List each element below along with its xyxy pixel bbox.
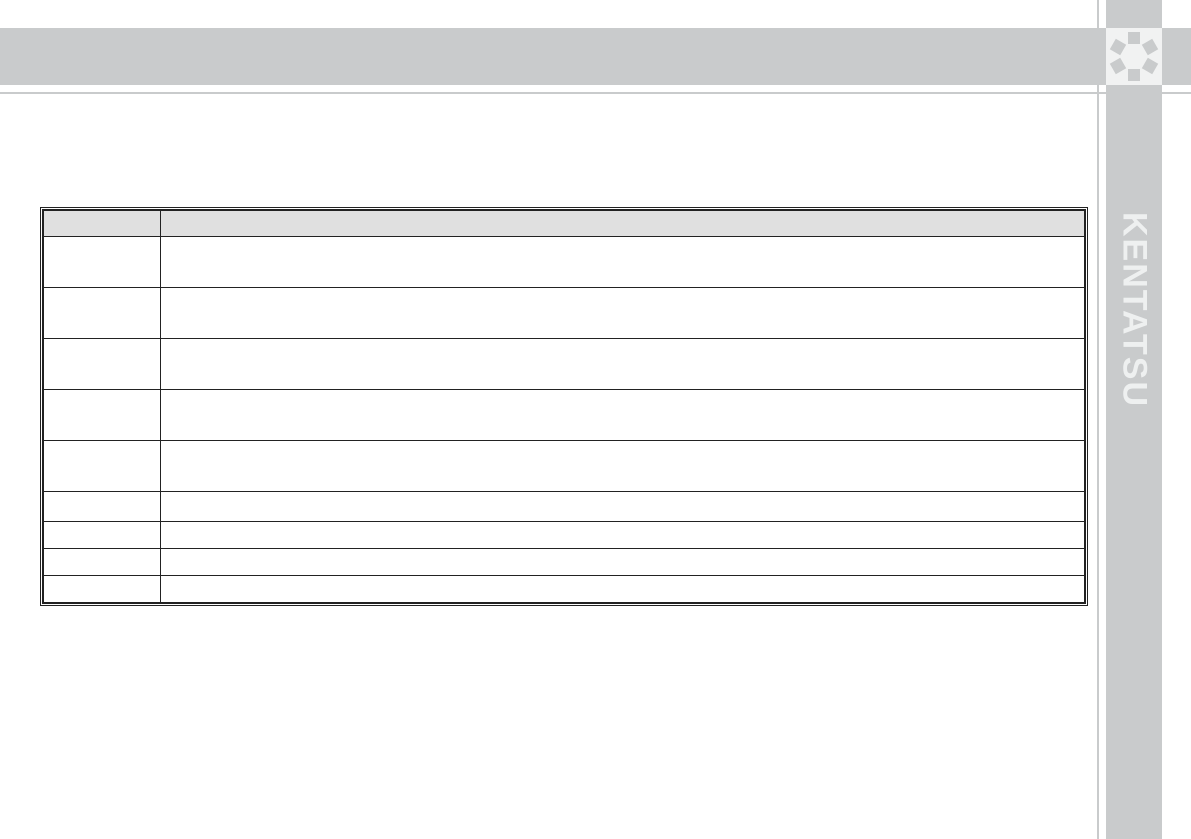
table-cell bbox=[43, 287, 161, 339]
table-cell bbox=[160, 338, 1085, 390]
table-row bbox=[43, 521, 1085, 549]
table-cell bbox=[43, 491, 161, 522]
table-cell bbox=[160, 575, 1085, 603]
kentatsu-flower-logo-icon bbox=[1109, 32, 1159, 81]
table-row bbox=[43, 491, 1085, 522]
table-cell bbox=[43, 389, 161, 441]
table-cell bbox=[43, 338, 161, 390]
header-band bbox=[0, 28, 1191, 85]
table-row bbox=[43, 575, 1085, 603]
brand-text: KENTATSU bbox=[1115, 211, 1154, 409]
table-cell bbox=[160, 389, 1085, 441]
table-header-row bbox=[43, 210, 1085, 237]
table-cell bbox=[160, 491, 1085, 522]
table-row bbox=[43, 287, 1085, 339]
table-cell bbox=[160, 440, 1085, 492]
table-cell bbox=[160, 236, 1085, 288]
table-cell bbox=[160, 287, 1085, 339]
table-cell bbox=[43, 521, 161, 549]
table-cell bbox=[43, 236, 161, 288]
header-cell bbox=[160, 210, 1085, 237]
side-divider bbox=[1097, 0, 1099, 839]
table-cell bbox=[43, 548, 161, 576]
table-cell bbox=[43, 440, 161, 492]
table-cell bbox=[43, 575, 161, 603]
table-row bbox=[43, 338, 1085, 390]
table-cell bbox=[160, 521, 1085, 549]
header-divider bbox=[0, 92, 1191, 94]
table-row bbox=[43, 548, 1085, 576]
table-row bbox=[43, 389, 1085, 441]
table-row bbox=[43, 236, 1085, 288]
header-cell bbox=[43, 210, 161, 237]
side-bar bbox=[1106, 0, 1162, 839]
table-cell bbox=[160, 548, 1085, 576]
logo bbox=[1106, 28, 1162, 85]
data-table bbox=[40, 207, 1088, 606]
table-row bbox=[43, 440, 1085, 492]
